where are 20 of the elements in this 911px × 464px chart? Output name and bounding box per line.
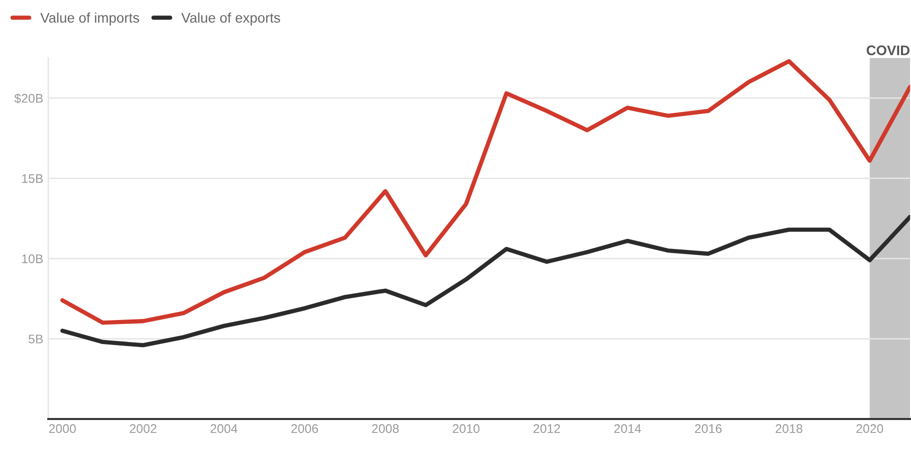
band-label: COVID	[866, 45, 910, 56]
y-tick-label: 15B	[22, 174, 43, 183]
x-tick-label: 2004	[210, 424, 238, 434]
x-tick-label: 2012	[534, 424, 560, 434]
x-tick-label: 2016	[694, 424, 722, 434]
x-tick-label: 2002	[130, 424, 156, 434]
line-series	[60, 59, 910, 325]
x-tick-label: 2018	[776, 424, 802, 434]
line-series	[60, 214, 910, 348]
y-tick-label: 10B	[22, 254, 43, 264]
x-tick-label: 2008	[372, 424, 399, 434]
x-tick-label: 2020	[856, 424, 884, 434]
y-tick-label: 5B	[28, 334, 43, 344]
x-tick-label: 2006	[291, 424, 318, 434]
legend-label: Value of imports	[40, 12, 140, 26]
y-tick-label: $20B	[14, 93, 43, 104]
x-tick-label: 2000	[49, 424, 76, 434]
x-tick-label: 2014	[614, 424, 642, 434]
legend-label: Value of exports	[181, 12, 280, 26]
x-tick-label: 2010	[452, 424, 480, 434]
